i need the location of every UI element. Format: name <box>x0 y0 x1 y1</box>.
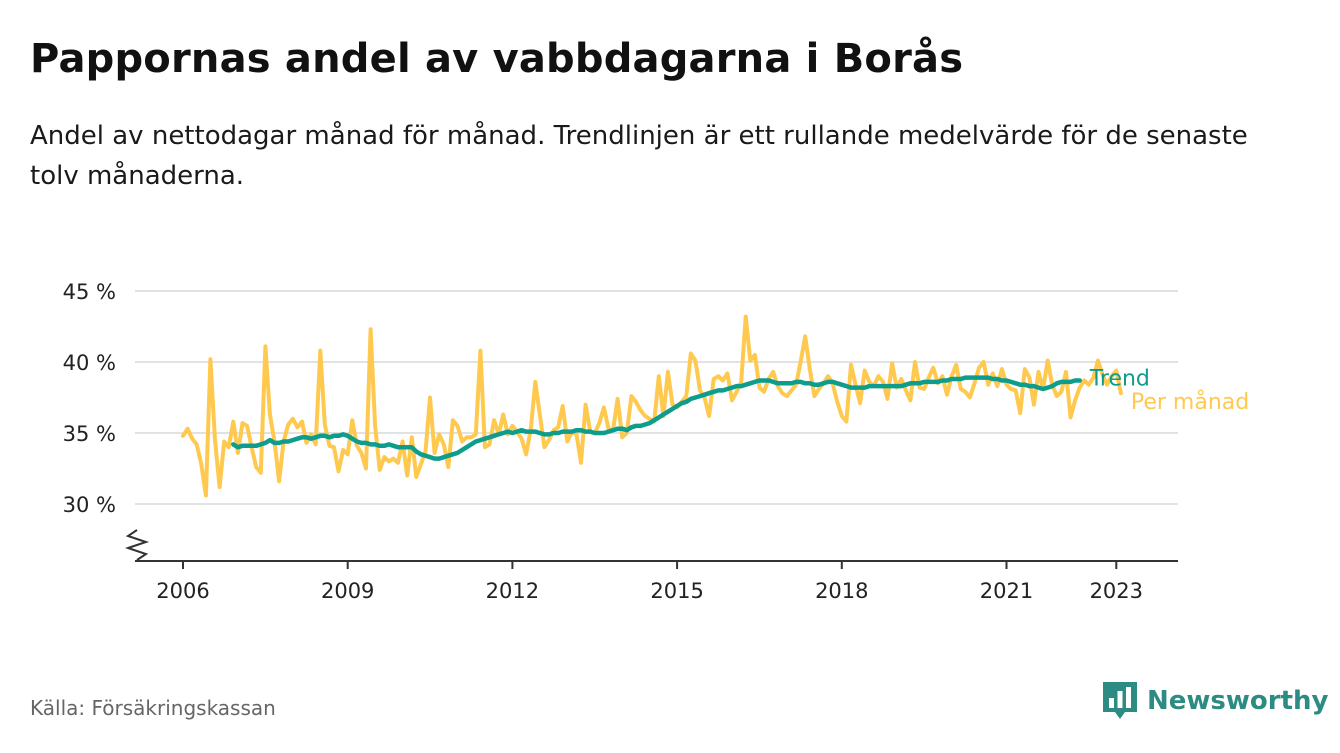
newsworthy-logo: Newsworthy <box>1103 682 1328 720</box>
source-note: Källa: Försäkringskassan <box>30 696 276 720</box>
y-tick-label-40: 40 % <box>63 351 116 375</box>
y-tick-label-35: 35 % <box>63 422 116 446</box>
chart-subtitle: Andel av nettodagar månad för månad. Tre… <box>30 121 1248 191</box>
grid-lines <box>135 290 1178 505</box>
series-line-per-manad <box>181 314 1123 498</box>
axis-break-icon <box>124 529 150 561</box>
x-tick-label-2018: 2018 <box>815 579 868 603</box>
axes: 30 % 35 % 40 % 45 % 2006 2009 2012 2015 2018 2021… <box>63 280 1178 603</box>
series-lines <box>181 314 1123 498</box>
chart-title: Pappornas andel av vabbdagarna i Borås <box>30 36 964 82</box>
bar-chart-logo-icon <box>1103 682 1137 719</box>
x-tick-label-2006: 2006 <box>156 579 209 603</box>
brand-name: Newsworthy <box>1147 686 1329 716</box>
x-tick-label-2009: 2009 <box>321 579 374 603</box>
y-tick-label-30: 30 % <box>63 493 116 517</box>
series-label-per-manad: Per månad <box>1131 389 1249 415</box>
x-tick-label-2015: 2015 <box>650 579 703 603</box>
y-tick-label-45: 45 % <box>63 280 116 304</box>
series-label-trend: Trend <box>1089 366 1150 391</box>
series-line-trend <box>231 375 1082 461</box>
x-tick-label-2023: 2023 <box>1090 579 1143 603</box>
x-tick-label-2021: 2021 <box>980 579 1033 603</box>
x-tick-label-2012: 2012 <box>486 579 539 603</box>
